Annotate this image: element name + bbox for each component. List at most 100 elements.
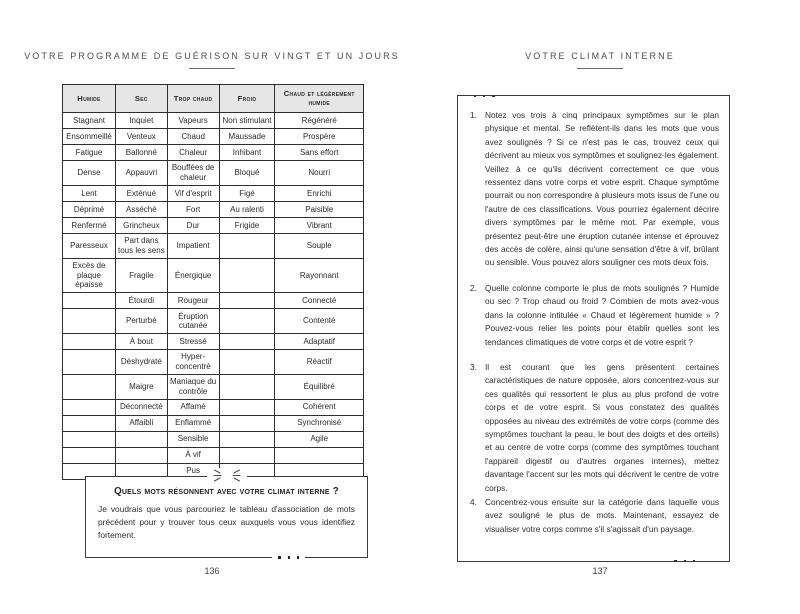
exercise-item-number: 3. (470, 361, 477, 372)
running-head-left: VOTRE PROGRAMME DE GUÉRISON SUR VINGT ET… (24, 51, 400, 61)
exercise-item: 2. Quelle colonne comporte le plus de mot… (470, 282, 719, 349)
callout-box-climate-question: Quels mots résonnent avec votre climat i… (85, 468, 368, 561)
table-row: Déconnecté Affamé Cohérent (62, 398, 364, 416)
table-cell (114, 446, 168, 464)
table-cell: Ensommeillé (62, 127, 116, 145)
table-cell: Affaibli (114, 414, 168, 432)
callout-box-exercises: 1. Notez vos trois à cinq principaux symp… (457, 95, 730, 562)
table-cell: Agile (274, 430, 364, 448)
table-cell (62, 414, 116, 432)
table-cell: Énergique (166, 257, 220, 294)
table-cell: Stressé (166, 332, 220, 350)
table-cell: Vibrant (274, 216, 364, 234)
table-cell (218, 430, 276, 448)
table-cell (274, 446, 364, 464)
table-cell: Cohérent (274, 398, 364, 416)
table-row: Ensommeillé Venteux Chaud Maussade Prospère (62, 127, 364, 145)
table-cell: Fatigue (62, 143, 116, 161)
table-cell: Lent (62, 184, 116, 202)
table-row: Lent Exténué Vif d'esprit Figé Enrichi (62, 184, 364, 202)
table-cell: Appauvri (114, 159, 168, 186)
table-row: Fatigue Ballonné Chaleur Inhibant Sans effor… (62, 143, 364, 161)
table-cell: À bout (114, 332, 168, 350)
table-cell: Bouffées de chaleur (166, 159, 220, 186)
table-cell: Réactif (274, 348, 364, 375)
table-header-cell: Humide (62, 84, 116, 113)
exercise-item-text: Concentrez-vous ensuite sur la catégorie… (485, 496, 719, 534)
table-row: Déshydraté Hyper-concentré Réactif (62, 348, 364, 375)
table-cell: Vif d'esprit (166, 184, 220, 202)
table-cell: Éruption cutanée (166, 308, 220, 334)
table-cell: Inquiet (114, 111, 168, 129)
table-cell: Étourdi (114, 292, 168, 310)
running-head-right: VOTRE CLIMAT INTERNE (525, 51, 675, 61)
table-cell: Frigide (218, 216, 276, 234)
table-cell (218, 348, 276, 375)
table-cell: Vapeurs (166, 111, 220, 129)
callout-title: Quels mots résonnent avec votre climat i… (114, 486, 339, 497)
table-cell (62, 398, 116, 416)
exercise-item: 3. Il est courant que les gens présentent… (470, 361, 719, 495)
table-row: Excès de plaque épaisse Fragile Énergique R… (62, 257, 364, 294)
table-cell: Enflammé (166, 414, 220, 432)
exercise-item-text: Il est courant que les gens présentent c… (485, 361, 719, 493)
exercise-item-number: 4. (470, 496, 477, 507)
exercise-item-text: Quelle colonne comporte le plus de mots … (485, 282, 719, 347)
table-cell: Excès de plaque épaisse (62, 257, 116, 294)
table-cell: Maniaque du contrôle (166, 373, 220, 400)
table-cell: Affamé (166, 398, 220, 416)
table-header-cell: Sec (114, 84, 168, 113)
table-cell: Sans effort (274, 143, 364, 161)
table-cell (114, 430, 168, 448)
table-cell: Venteux (114, 127, 168, 145)
table-cell (218, 446, 276, 464)
table-cell: Renfermé (62, 216, 116, 234)
table-row: À bout Stressé Adaptatif (62, 332, 364, 350)
running-head-rule (189, 68, 235, 69)
table-cell: Chaleur (166, 143, 220, 161)
exercise-item: 4. Concentrez-vous ensuite sur la catégor… (470, 496, 719, 536)
table-cell: Fort (166, 200, 220, 218)
continuation-dots-icon (272, 554, 305, 561)
table-cell (218, 308, 276, 334)
table-cell: Souple (274, 232, 364, 259)
table-cell: Maigre (114, 373, 168, 400)
climate-words-table: Humide Sec Trop chaud Froid Chaud et légèrem… (62, 84, 364, 480)
table-cell: Nourri (274, 159, 364, 186)
table-cell: Impatient (166, 232, 220, 259)
table-cell: Dense (62, 159, 116, 186)
table-cell: Régénéré (274, 111, 364, 129)
table-cell: Ballonné (114, 143, 168, 161)
table-row: Maigre Maniaque du contrôle Équilibré (62, 373, 364, 400)
table-row: Renfermé Grincheux Dur Frigide Vibrant (62, 216, 364, 234)
table-cell: À vif (166, 446, 220, 464)
table-cell (218, 257, 276, 294)
table-cell: Rougeur (166, 292, 220, 310)
table-cell: Déshydraté (114, 348, 168, 375)
exercise-item-text: Notez vos trois à cinq principaux symptô… (485, 110, 719, 268)
table-cell: Figé (218, 184, 276, 202)
table-cell (218, 232, 276, 259)
table-cell (218, 332, 276, 350)
table-cell: Rayonnant (274, 257, 364, 294)
table-row: Paresseux Part dans tous les sens Impatien… (62, 232, 364, 259)
book-page-left: VOTRE PROGRAMME DE GUÉRISON SUR VINGT ET… (24, 51, 400, 576)
table-cell: Synchronisé (274, 414, 364, 432)
table-cell: Sensible (166, 430, 220, 448)
table-cell: Connecté (274, 292, 364, 310)
table-cell (62, 373, 116, 400)
table-cell: Inhibant (218, 143, 276, 161)
table-cell: Bloqué (218, 159, 276, 186)
sparkle-icon (206, 468, 247, 483)
table-cell (218, 292, 276, 310)
table-cell (218, 373, 276, 400)
table-cell: Stagnant (62, 111, 116, 129)
table-row: Sensible Agile (62, 430, 364, 448)
table-header-cell: Froid (218, 84, 276, 113)
exercise-item: 1. Notez vos trois à cinq principaux symp… (470, 109, 719, 270)
table-cell: Équilibré (274, 373, 364, 400)
table-row: Étourdi Rougeur Connecté (62, 292, 364, 310)
table-cell: Adaptatif (274, 332, 364, 350)
continuation-dots-icon (668, 558, 701, 561)
book-page-right: VOTRE CLIMAT INTERNE 1. Notez vos trois à… (400, 0, 800, 614)
